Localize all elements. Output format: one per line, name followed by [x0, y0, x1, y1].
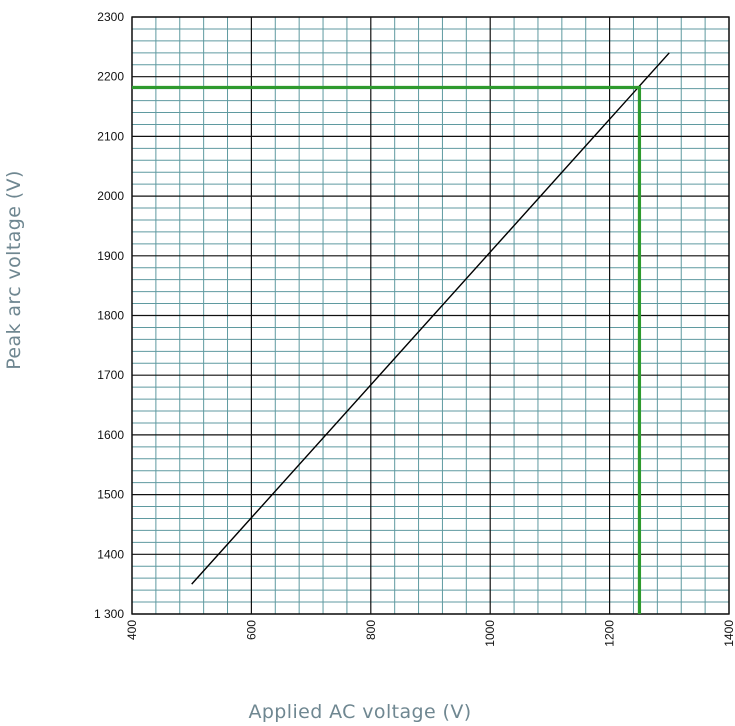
x-tick-label: 1400: [722, 620, 735, 647]
plot-frame: [131, 16, 730, 615]
series-layer: [191, 52, 670, 585]
series-line-0: [191, 52, 670, 585]
y-tick-label: 1600: [97, 428, 124, 442]
y-tick-label: 2300: [97, 10, 124, 24]
x-tick-label: 1200: [603, 620, 617, 647]
y-tick-label: 1700: [97, 368, 124, 382]
y-tick-label: 1400: [97, 547, 124, 561]
y-tick-label: 1900: [97, 249, 124, 263]
y-tick-label: 2000: [97, 189, 124, 203]
y-tick-label: 1500: [97, 488, 124, 502]
y-tick-label: 1800: [97, 309, 124, 323]
major-grid: [131, 16, 730, 615]
x-axis-title: Applied AC voltage (V): [248, 701, 471, 723]
x-tick-label: 800: [364, 620, 378, 640]
y-tick-label: 2100: [97, 129, 124, 143]
y-axis-title: Peak arc voltage (V): [3, 170, 25, 370]
tick-labels: 1 300 1400 1500 1600 1700 1800 1900 2000 2100 220…: [94, 10, 735, 647]
x-tick-label: 600: [244, 620, 258, 640]
x-tick-label: 1000: [483, 620, 497, 647]
y-tick-label: 2200: [97, 70, 124, 84]
y-tick-label: 1 300: [94, 607, 124, 621]
x-tick-label: 400: [125, 620, 139, 640]
reference-layer: [132, 85, 642, 614]
